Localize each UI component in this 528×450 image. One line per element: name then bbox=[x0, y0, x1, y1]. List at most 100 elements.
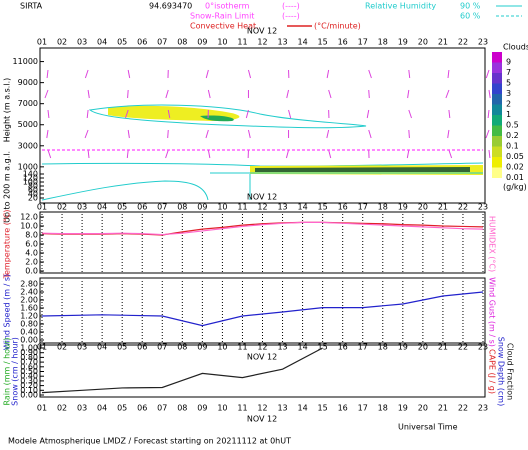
y-axis-label: Up to 200 m a.g.l. bbox=[3, 151, 12, 223]
y-tick-label: 0.40 bbox=[20, 328, 38, 337]
convective-unit: (°C/minute) bbox=[314, 22, 361, 31]
colorbar-swatch bbox=[492, 94, 502, 105]
wind-arrow bbox=[485, 69, 490, 79]
x-axis-title: Universal Time bbox=[398, 423, 458, 432]
x-tick-label: 09 bbox=[197, 343, 207, 352]
colorbar-label: 0.05 bbox=[506, 152, 524, 161]
series-line bbox=[41, 291, 484, 327]
wind-arrow bbox=[368, 129, 372, 139]
wind-arrow bbox=[406, 149, 410, 159]
x-tick-label: 14 bbox=[297, 38, 307, 47]
y-tick-label: 40 bbox=[28, 190, 38, 199]
x-tick-label: 22 bbox=[458, 343, 468, 352]
y2-axis-label: Snow Depth (cm) bbox=[497, 337, 506, 406]
x-tick-label: 10 bbox=[217, 38, 227, 47]
x-tick-label: 16 bbox=[338, 38, 348, 47]
x-tick-label: 14 bbox=[297, 343, 307, 352]
x-tick-label: 11 bbox=[237, 343, 247, 352]
temperature-panel bbox=[39, 211, 486, 274]
x-tick-label: 18 bbox=[378, 203, 388, 212]
y-tick-label: 0.30 bbox=[20, 376, 38, 385]
x-tick-label: 19 bbox=[398, 343, 408, 352]
humidity-contour bbox=[88, 104, 367, 129]
wind-arrow bbox=[488, 89, 491, 99]
x-tick-label: 19 bbox=[398, 38, 408, 47]
wind-arrow bbox=[447, 129, 450, 139]
wind-arrow bbox=[86, 109, 89, 119]
y-tick-label: 0.80 bbox=[20, 353, 38, 362]
wind-arrow bbox=[44, 89, 49, 99]
wind-arrow bbox=[407, 89, 410, 99]
x-tick-label: 03 bbox=[77, 203, 87, 212]
x-tick-label: 13 bbox=[277, 38, 287, 47]
x-tick-label: 03 bbox=[77, 343, 87, 352]
y-tick-label: 0.10 bbox=[20, 386, 38, 395]
x-tick-label: 20 bbox=[418, 38, 428, 47]
y-tick-label: 20 bbox=[28, 194, 38, 203]
x-tick-label: 07 bbox=[157, 404, 167, 413]
x-tick-label: 06 bbox=[137, 404, 147, 413]
x-tick-label: 10 bbox=[217, 404, 227, 413]
snow-rain-style: (----) bbox=[282, 12, 300, 21]
x-tick-label: 09 bbox=[197, 38, 207, 47]
colorbar-label: 0.01 bbox=[506, 173, 524, 182]
colorbar-label: 3 bbox=[506, 89, 511, 98]
x-tick-label: 07 bbox=[157, 203, 167, 212]
y-tick-label: 0.50 bbox=[20, 367, 38, 376]
wind-arrow bbox=[125, 109, 129, 119]
wind-arrow bbox=[408, 109, 412, 119]
x-tick-label: 21 bbox=[438, 38, 448, 47]
colorbar-label: 7 bbox=[506, 68, 511, 77]
x-tick-label: 13 bbox=[277, 203, 287, 212]
cloud-panel bbox=[39, 47, 486, 204]
colorbar-label: 0.02 bbox=[506, 163, 524, 172]
x-tick-label: 06 bbox=[137, 203, 147, 212]
x-tick-label: 16 bbox=[338, 203, 348, 212]
y-tick-label: 2.80 bbox=[20, 280, 38, 289]
x-tick-label: 09 bbox=[197, 203, 207, 212]
x-tick-label: 01 bbox=[37, 343, 47, 352]
y-tick-label: 1.60 bbox=[20, 304, 38, 313]
rh-legend: Relative Humidity bbox=[365, 2, 436, 11]
series-line bbox=[41, 221, 484, 236]
x-tick-label: 15 bbox=[318, 203, 328, 212]
location: 94.693470 bbox=[149, 2, 192, 11]
wind-arrow bbox=[205, 129, 209, 139]
colorbar-swatch bbox=[492, 136, 502, 147]
wind-arrow bbox=[167, 109, 171, 119]
rh-level: 60 % bbox=[460, 12, 481, 21]
rh-level: 90 % bbox=[460, 2, 481, 11]
x-tick-label: 22 bbox=[458, 203, 468, 212]
wind-arrow bbox=[488, 149, 491, 159]
wind-arrow bbox=[207, 89, 211, 99]
x-tick-label: 12 bbox=[257, 404, 267, 413]
colorbar-swatch bbox=[492, 52, 502, 63]
y-tick-label: 0.70 bbox=[20, 358, 38, 367]
x-tick-label: 05 bbox=[117, 38, 127, 47]
series-line bbox=[41, 347, 323, 394]
colorbar-label: 2 bbox=[506, 100, 511, 109]
x-tick-label: 08 bbox=[177, 404, 187, 413]
wind-arrow bbox=[247, 129, 251, 139]
x-tick-label: 09 bbox=[197, 404, 207, 413]
x-tick-label: 02 bbox=[57, 38, 67, 47]
x-tick-label: 04 bbox=[97, 38, 107, 47]
x-tick-label: 22 bbox=[458, 38, 468, 47]
wind-arrow bbox=[87, 89, 90, 99]
y-tick-label: 0.0 bbox=[25, 267, 38, 276]
x-tick-label: 03 bbox=[77, 404, 87, 413]
wind-arrow bbox=[485, 129, 490, 139]
x-tick-label: 17 bbox=[358, 38, 368, 47]
colorbar-label: 9 bbox=[506, 58, 511, 67]
x-tick-label: 20 bbox=[418, 343, 428, 352]
x-tick-label: 06 bbox=[137, 38, 147, 47]
y-axis-label: Wind Speed (m / s) bbox=[3, 274, 12, 350]
y-axis-label: Height (m a.s.l.) bbox=[3, 78, 12, 143]
y-tick-label: 3000 bbox=[18, 141, 38, 150]
colorbar-swatch bbox=[492, 83, 502, 94]
date-label: NOV 12 bbox=[247, 415, 277, 424]
y-axis-label: Rain (mm / hour) bbox=[3, 337, 12, 405]
wind-arrow bbox=[126, 149, 129, 159]
y-tick-label: 60 bbox=[28, 186, 38, 195]
